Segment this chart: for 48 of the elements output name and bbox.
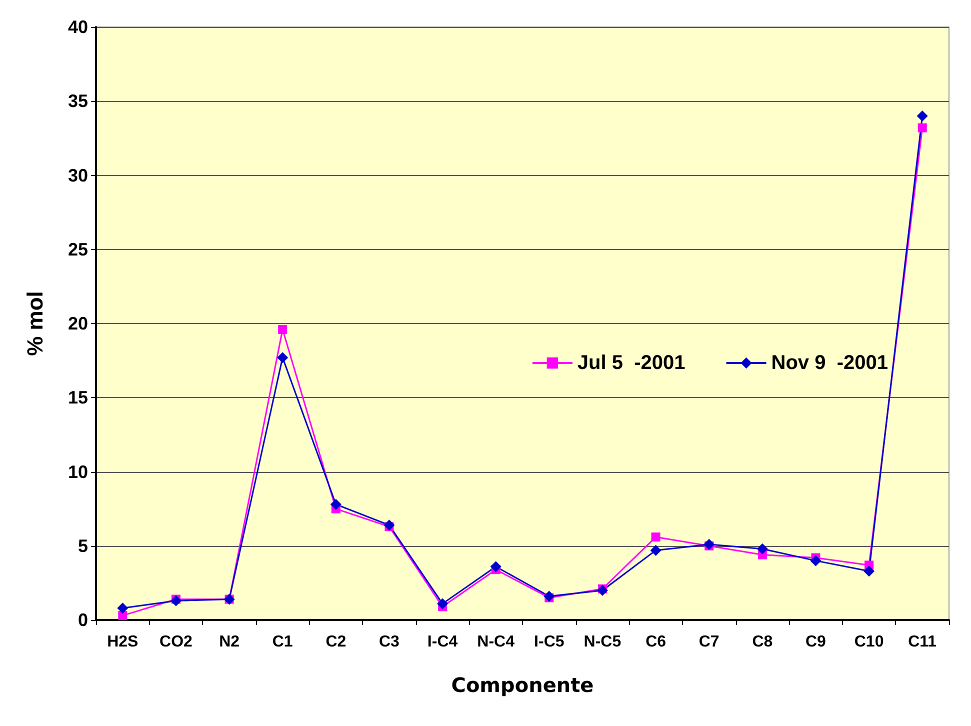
x-tick-label: N-C5 bbox=[584, 634, 622, 650]
point bbox=[810, 555, 822, 566]
point bbox=[437, 598, 448, 610]
y-tick-label: 35 bbox=[68, 91, 88, 112]
x-tick-label: C1 bbox=[272, 634, 293, 650]
x-tick-label: I-C5 bbox=[534, 634, 564, 650]
point bbox=[384, 520, 395, 531]
point bbox=[756, 543, 768, 554]
x-tick-label: C11 bbox=[908, 634, 937, 650]
legend-label: Jul 5 -2001 bbox=[577, 352, 686, 374]
point bbox=[330, 498, 342, 510]
x-tick-label: CO2 bbox=[160, 634, 193, 650]
point bbox=[651, 532, 660, 542]
y-tick-label: 20 bbox=[68, 314, 88, 334]
x-tick-label: C8 bbox=[752, 634, 773, 650]
point bbox=[278, 324, 288, 334]
x-tick-label: C2 bbox=[326, 634, 346, 650]
point bbox=[704, 538, 715, 550]
y-tick-label: 0 bbox=[78, 610, 88, 630]
x-tick-label: N-C4 bbox=[477, 634, 515, 650]
y-tick-label: 15 bbox=[68, 388, 88, 408]
point bbox=[490, 561, 502, 572]
point bbox=[118, 611, 128, 620]
point bbox=[650, 544, 662, 556]
point bbox=[596, 584, 608, 596]
x-tick-label: C6 bbox=[646, 634, 666, 650]
y-tick-label: 40 bbox=[68, 17, 88, 37]
x-tick-label: C10 bbox=[854, 634, 884, 650]
y-tick-label: 5 bbox=[78, 536, 88, 556]
point bbox=[916, 110, 928, 122]
point bbox=[117, 602, 128, 614]
x-tick-label: C3 bbox=[378, 634, 400, 650]
x-tick-label: H2S bbox=[107, 634, 139, 650]
x-tick-label: C9 bbox=[805, 634, 826, 650]
y-tick-label: 30 bbox=[68, 165, 88, 186]
point bbox=[170, 595, 182, 606]
x-tick-label: C7 bbox=[698, 634, 720, 650]
y-tick-label: 25 bbox=[68, 239, 88, 260]
x-tick-label: N2 bbox=[219, 634, 240, 650]
point bbox=[277, 352, 288, 364]
legend-label: Nov 9 -2001 bbox=[771, 352, 888, 374]
y-tick-label: 10 bbox=[68, 462, 88, 482]
x-tick-label: I-C4 bbox=[427, 634, 458, 650]
point bbox=[544, 590, 555, 602]
point bbox=[918, 123, 927, 132]
y-axis-title: % mol bbox=[22, 291, 48, 356]
x-axis-title: Componente bbox=[451, 673, 594, 697]
point bbox=[864, 566, 875, 577]
